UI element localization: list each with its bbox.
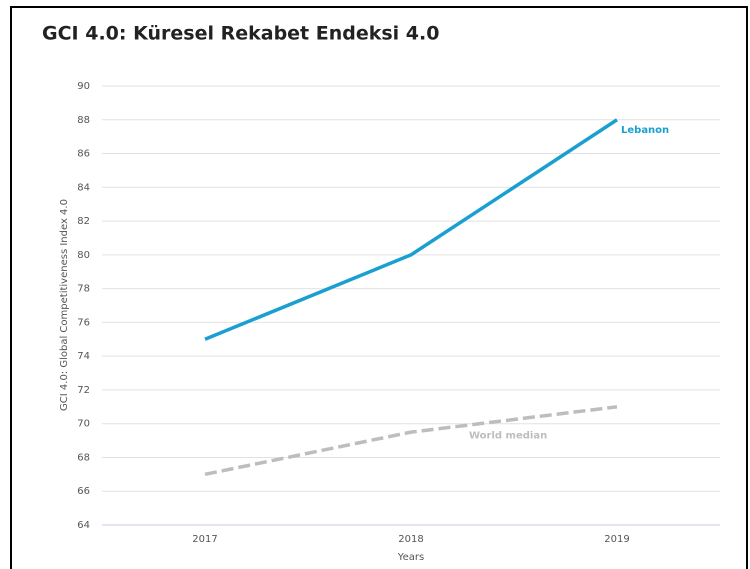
frame	[10, 6, 748, 569]
y-tick-label: 64	[77, 520, 90, 531]
y-tick-label: 86	[77, 149, 90, 160]
y-axis-label: GCI 4.0: Global Competitiveness Index 4.…	[59, 199, 70, 411]
y-tick-label: 72	[77, 385, 90, 396]
series-label: World median	[469, 430, 547, 441]
x-tick-label: 2019	[604, 534, 629, 545]
y-tick-label: 70	[77, 419, 90, 430]
y-tick-label: 88	[77, 115, 90, 126]
y-tick-label: 76	[77, 317, 90, 328]
chart-title: GCI 4.0: Küresel Rekabet Endeksi 4.0	[42, 23, 439, 45]
x-tick-label: 2017	[192, 534, 217, 545]
series-line	[204, 118, 618, 341]
series-line	[204, 405, 618, 477]
x-axis-label: Years	[397, 552, 424, 563]
y-tick-label: 66	[77, 486, 90, 497]
y-tick-label: 74	[77, 351, 90, 362]
y-tick-label: 78	[77, 284, 90, 295]
x-tick-label: 2018	[398, 534, 423, 545]
y-tick-label: 80	[77, 250, 90, 261]
series-label: Lebanon	[621, 125, 669, 136]
y-tick-label: 90	[77, 81, 90, 92]
y-tick-label: 68	[77, 452, 90, 463]
y-tick-label: 84	[77, 182, 90, 193]
y-tick-label: 82	[77, 216, 90, 227]
